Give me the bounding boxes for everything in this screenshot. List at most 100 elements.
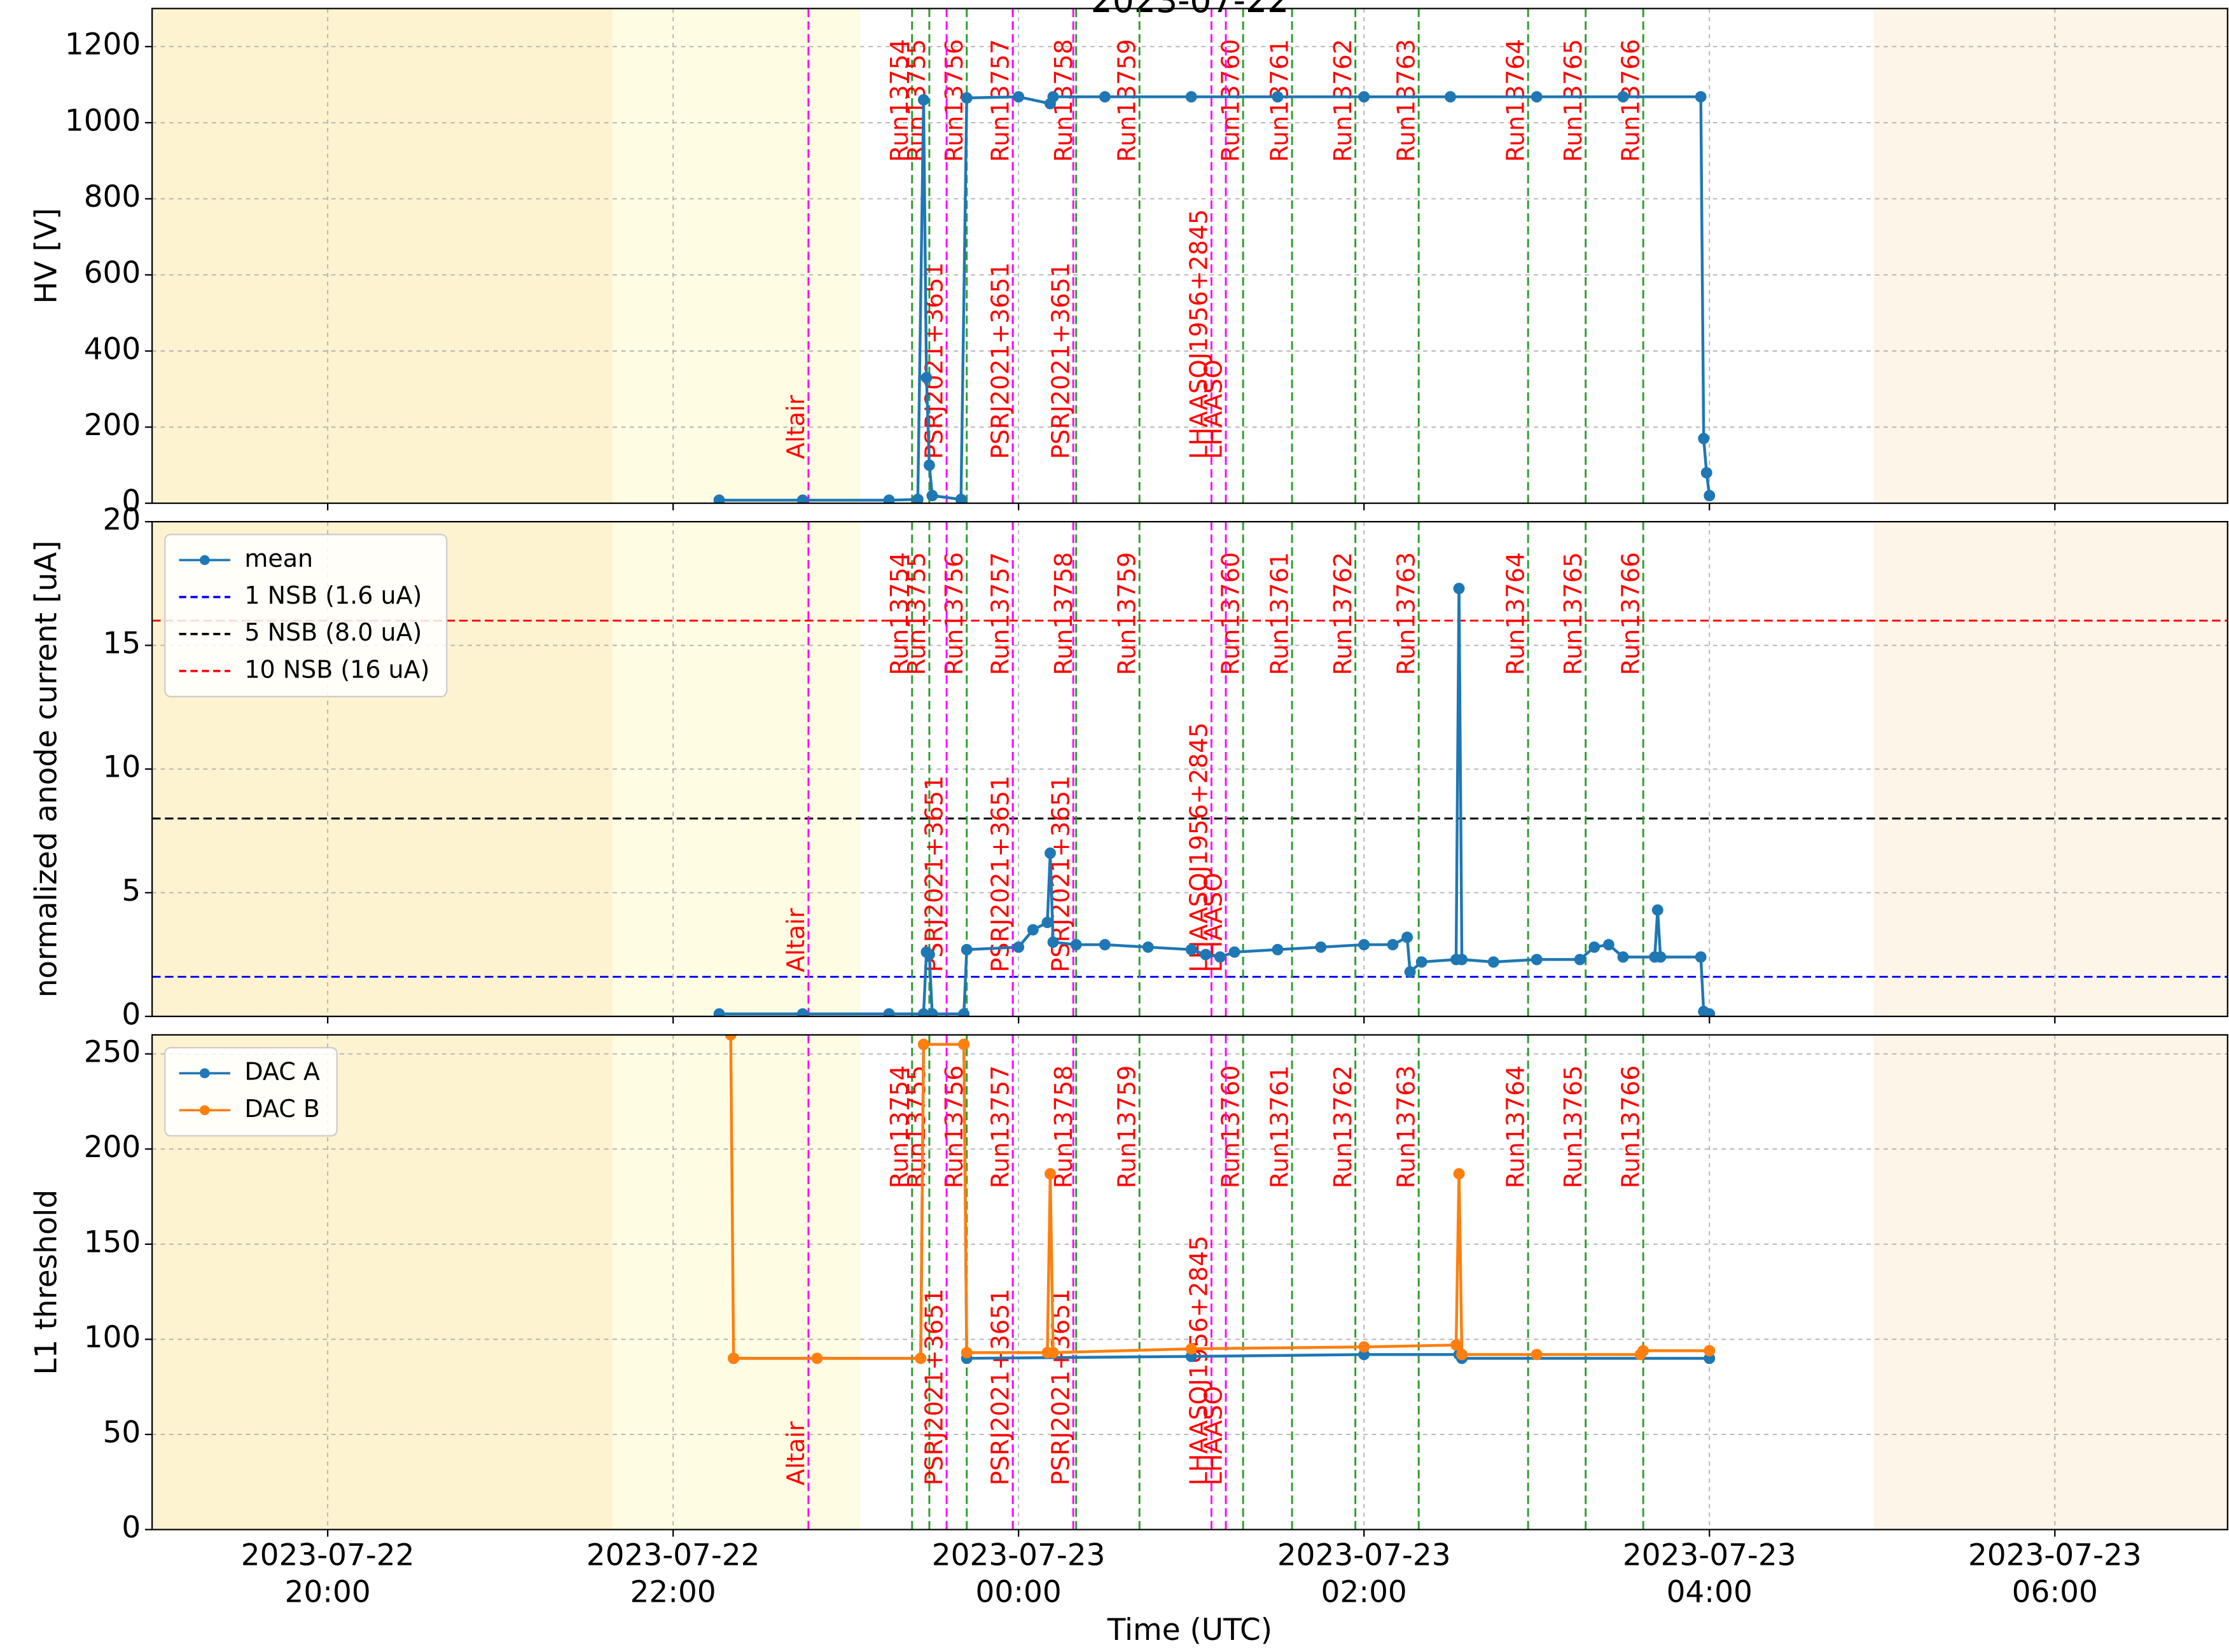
- y-tick-label: 600: [84, 256, 141, 291]
- data-point: [728, 1352, 740, 1364]
- data-point: [1487, 956, 1499, 968]
- legend-label: 5 NSB (8.0 uA): [244, 618, 422, 646]
- axes-frame: [151, 8, 2228, 504]
- legend-marker: [199, 1105, 210, 1116]
- data-point: [1228, 946, 1240, 958]
- legend-marker: [199, 1068, 210, 1079]
- x-tick-label: 2023-07-23 02:00: [1277, 1537, 1451, 1609]
- run-label: Run13759: [1113, 39, 1141, 162]
- y-tick-label: 15: [103, 626, 141, 661]
- run-label: Run13757: [986, 39, 1014, 162]
- twilight-band: [152, 8, 613, 504]
- source-label: LHAASOJ1956+2845: [1185, 723, 1213, 973]
- x-tick-label: 2023-07-22 22:00: [586, 1537, 760, 1609]
- data-point: [920, 371, 933, 384]
- run-label: Run13757: [986, 552, 1014, 676]
- data-point: [1142, 941, 1154, 953]
- data-point: [1013, 91, 1025, 103]
- data-point: [1637, 1345, 1649, 1357]
- run-label: Run13763: [1392, 1065, 1420, 1189]
- y-axis-label: HV [V]: [29, 208, 64, 304]
- run-label: Run13763: [1392, 552, 1420, 676]
- run-label: Run13762: [1329, 39, 1357, 162]
- data-point: [1704, 490, 1716, 502]
- data-point: [958, 1038, 970, 1050]
- data-point: [1272, 91, 1284, 103]
- legend-label: DAC A: [244, 1058, 319, 1086]
- data-point: [1404, 966, 1416, 978]
- y-tick-label: 1000: [65, 103, 141, 138]
- twilight-band: [613, 1034, 861, 1530]
- data-point: [1531, 91, 1543, 103]
- run-label: Run13759: [1113, 552, 1141, 676]
- data-point: [926, 1008, 938, 1017]
- data-point: [1047, 936, 1059, 948]
- data-point: [796, 494, 809, 504]
- data-point: [1415, 956, 1427, 968]
- y-tick-label: 50: [103, 1415, 141, 1450]
- y-tick-label: 200: [84, 408, 141, 443]
- source-label: Altair: [782, 1421, 810, 1485]
- data-point: [1617, 951, 1629, 963]
- data-point: [1450, 1339, 1462, 1351]
- run-label: Run13759: [1113, 1065, 1141, 1189]
- data-point: [1453, 1168, 1465, 1180]
- y-axis-label: normalized anode current [uA]: [29, 541, 64, 998]
- twilight-band: [613, 8, 861, 504]
- y-tick-label: 100: [84, 1320, 141, 1355]
- data-point: [1700, 467, 1712, 479]
- data-point: [811, 1352, 823, 1364]
- data-point: [1651, 904, 1663, 916]
- y-tick-label: 1200: [65, 27, 141, 62]
- run-label: Run13754: [885, 1065, 913, 1189]
- data-point: [917, 94, 929, 106]
- source-label: PSRJ2021+3651: [986, 775, 1014, 973]
- data-point: [1531, 1349, 1543, 1361]
- data-point: [713, 494, 725, 504]
- data-point: [1185, 91, 1197, 103]
- source-label: PSRJ2021+3651: [986, 1289, 1014, 1486]
- data-point: [1588, 941, 1601, 953]
- legend-marker: [199, 555, 210, 566]
- run-label: Run13760: [1216, 39, 1244, 162]
- run-label: Run13762: [1329, 552, 1357, 676]
- data-point: [915, 1352, 927, 1364]
- data-point: [1445, 91, 1456, 103]
- run-label: Run13760: [1216, 552, 1244, 676]
- legend-label: DAC B: [244, 1095, 320, 1123]
- run-label: Run13754: [885, 552, 913, 676]
- data-point: [1041, 917, 1053, 928]
- legend-label: 1 NSB (1.6 uA): [244, 581, 422, 609]
- run-label: Run13765: [1559, 1065, 1587, 1189]
- data-point: [1070, 939, 1082, 950]
- run-label: Run13756: [940, 552, 968, 676]
- data-point: [961, 92, 973, 104]
- data-point: [1358, 939, 1370, 950]
- data-point: [883, 494, 895, 504]
- data-point: [1099, 91, 1111, 103]
- data-point: [1602, 939, 1614, 950]
- data-point: [1272, 943, 1284, 955]
- data-point: [883, 1008, 895, 1017]
- y-tick-label: 5: [122, 873, 141, 908]
- data-point: [1531, 954, 1543, 966]
- y-tick-label: 10: [103, 749, 141, 784]
- run-label: Run13754: [885, 39, 913, 162]
- y-tick-label: 20: [103, 503, 141, 538]
- run-label: Run13755: [903, 552, 931, 676]
- y-tick-label: 0: [122, 484, 141, 519]
- run-label: Run13764: [1501, 39, 1529, 162]
- source-label: PSRJ2021+3651: [986, 262, 1014, 459]
- data-point: [1200, 948, 1212, 961]
- y-axis-label: L1 threshold: [29, 1190, 64, 1375]
- data-point: [1453, 583, 1465, 595]
- data-point: [1027, 924, 1039, 936]
- data-point: [1655, 951, 1667, 963]
- run-label: Run13755: [903, 1065, 931, 1189]
- chart-title: 2023-07-22: [1091, 0, 1289, 20]
- run-label: Run13766: [1616, 1065, 1644, 1189]
- x-axis-label: Time (UTC): [1107, 1613, 1272, 1648]
- data-point: [1047, 1347, 1059, 1359]
